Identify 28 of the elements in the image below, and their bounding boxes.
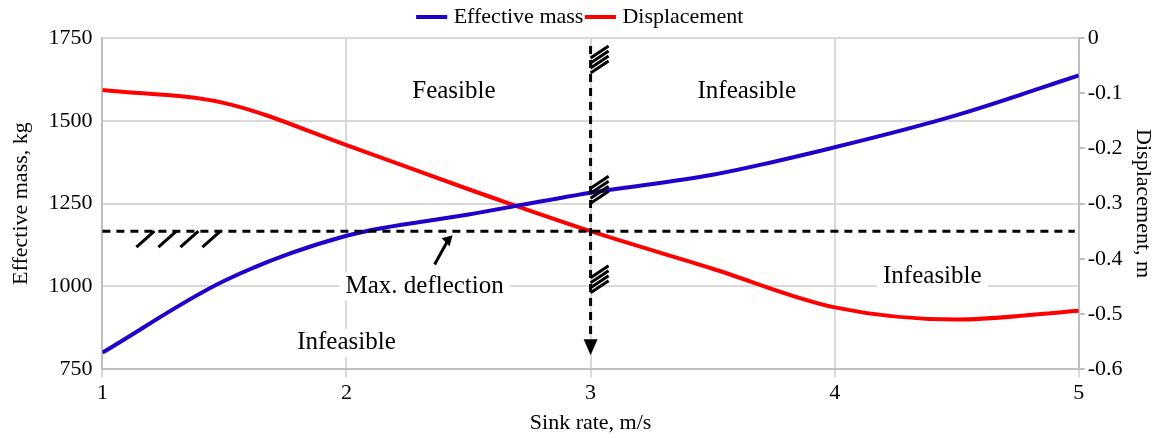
- legend-label: Displacement: [622, 2, 744, 28]
- annotation: Infeasible: [697, 75, 797, 103]
- annotation: Infeasible: [883, 261, 982, 289]
- y-tick-label: 1500: [48, 106, 93, 132]
- y-tick-label: 750: [59, 354, 93, 380]
- x-tick-label: 1: [96, 379, 108, 405]
- legend-label: Effective mass: [453, 2, 584, 28]
- y-tick-label: 1250: [48, 189, 93, 215]
- x-tick-label: 3: [585, 379, 597, 405]
- annotation: Feasible: [412, 75, 496, 103]
- annotation: Infeasible: [297, 327, 396, 355]
- y2-tick-label: -0.4: [1087, 244, 1123, 270]
- y2-tick-label: 0: [1087, 23, 1099, 49]
- y-axis-title: Effective mass, kg: [6, 122, 32, 285]
- x-axis-title: Sink rate, m/s: [529, 408, 652, 434]
- y-tick-label: 1000: [48, 272, 93, 298]
- x-tick-label: 2: [340, 379, 352, 405]
- line-series: [102, 73, 1079, 355]
- y2-tick-label: -0.6: [1087, 354, 1123, 380]
- y-tick-label: 1750: [48, 23, 93, 49]
- annotation: Max. deflection: [345, 270, 505, 298]
- y2-tick-label: -0.1: [1087, 78, 1123, 104]
- y2-tick-label: -0.3: [1087, 189, 1123, 215]
- y2-tick-label: -0.5: [1087, 299, 1123, 325]
- y2-tick-label: -0.2: [1087, 134, 1123, 160]
- x-tick-label: 4: [829, 379, 841, 405]
- x-tick-label: 5: [1073, 379, 1085, 405]
- y2-axis-title: Displacement, m: [1132, 129, 1158, 279]
